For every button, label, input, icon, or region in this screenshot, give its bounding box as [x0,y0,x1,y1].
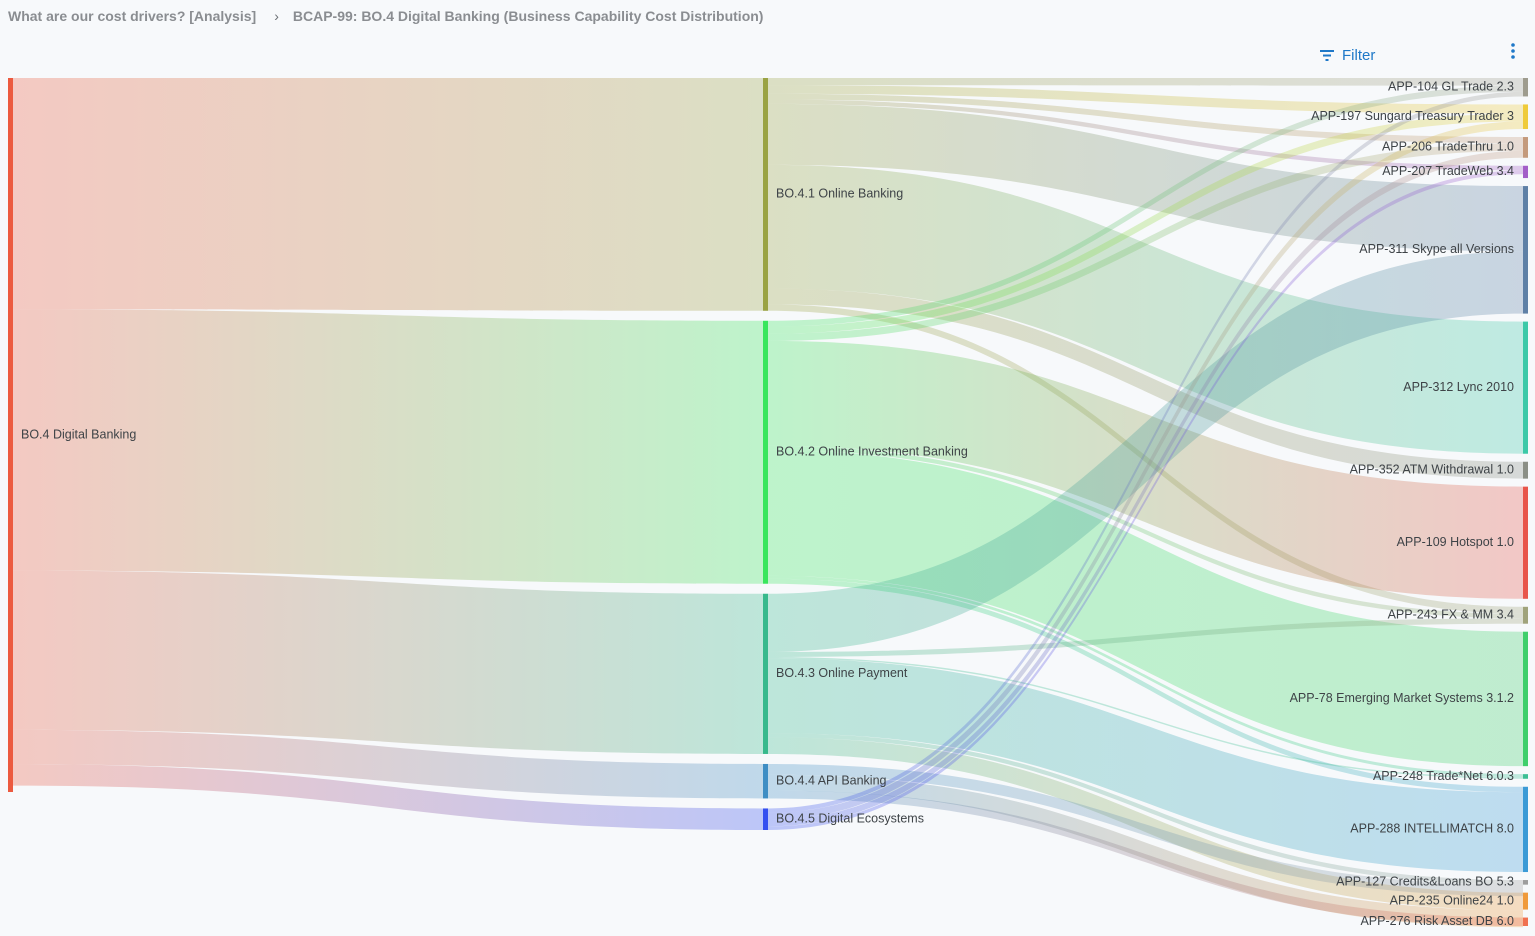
sankey-nodes [8,78,1528,926]
sankey-link-c5-a206[interactable] [768,150,1523,827]
sankey-node-label-c4: BO.4.4 API Banking [776,773,887,787]
sankey-link-c2-a104[interactable] [768,85,1523,327]
filter-lines-icon [1320,50,1334,61]
sankey-link-c1-a206[interactable] [768,93,1523,144]
sankey-node-label-c3: BO.4.3 Online Payment [776,666,908,680]
sankey-labels: BO.4 Digital Banking BO.4.1 Online Bankin… [21,80,1514,929]
sankey-link-root-c3[interactable] [13,570,763,754]
sankey-node-label-c2: BO.4.2 Online Investment Banking [776,445,968,459]
sankey-node-label-a352: APP-352 ATM Withdrawal 1.0 [1350,462,1514,476]
sankey-link-root-c2[interactable] [13,309,763,584]
sankey-node-c4[interactable] [763,763,768,799]
breadcrumb-separator: › [274,8,279,24]
sankey-node-label-a206: APP-206 TradeThru 1.0 [1382,140,1514,154]
sankey-link-c3-a288[interactable] [768,658,1523,873]
sankey-link-c2-a206[interactable] [768,143,1523,341]
sankey-link-c4-a127[interactable] [768,763,1523,897]
sankey-node-label-a235: APP-235 Online24 1.0 [1390,893,1514,907]
sankey-link-c1-a197[interactable] [768,85,1523,114]
sankey-link-c1-a352[interactable] [768,288,1523,479]
sankey-node-a127[interactable] [1523,880,1528,885]
sankey-node-a312[interactable] [1523,321,1528,454]
sankey-node-label-a312: APP-312 Lync 2010 [1403,380,1514,394]
sankey-node-label-a248: APP-248 Trade*Net 6.0.3 [1373,769,1514,783]
sankey-node-c1[interactable] [763,78,768,311]
sankey-node-a104[interactable] [1523,78,1528,97]
sankey-node-a288[interactable] [1523,786,1528,873]
sankey-node-label-a243: APP-243 FX & MM 3.4 [1388,608,1514,622]
sankey-node-label-c1: BO.4.1 Online Banking [776,187,903,201]
sankey-link-c2-a197[interactable] [768,113,1523,334]
sankey-link-c1-a104[interactable] [768,78,1523,86]
sankey-link-c2-a243[interactable] [768,445,1523,619]
sankey-node-a311[interactable] [1523,186,1528,314]
sankey-node-label-a127: APP-127 Credits&Loans BO 5.3 [1336,875,1514,889]
sankey-link-c2-a78[interactable] [768,450,1523,767]
sankey-link-c3-a248[interactable] [768,656,1523,779]
sankey-link-c5-a207[interactable] [768,170,1523,830]
filter-label: Filter [1342,46,1376,64]
sankey-node-a352[interactable] [1523,461,1528,479]
sankey-node-label-a197: APP-197 Sungard Treasury Trader 3 [1311,109,1514,123]
sankey-node-a248[interactable] [1523,774,1528,779]
sankey-link-c3-a127[interactable] [768,733,1523,885]
sankey-node-a206[interactable] [1523,137,1528,158]
vertical-ellipsis-icon [1511,43,1515,59]
sankey-node-label-a109: APP-109 Hotspot 1.0 [1397,535,1514,549]
sankey-node-root[interactable] [8,78,13,792]
sankey-node-label-root: BO.4 Digital Banking [21,427,136,441]
sankey-node-c5[interactable] [763,808,768,830]
sankey-node-a197[interactable] [1523,104,1528,130]
breadcrumb-item-analysis[interactable]: What are our cost drivers? [Analysis] [8,8,257,24]
sankey-node-c2[interactable] [763,320,768,584]
sankey-link-c2-a248[interactable] [768,575,1523,778]
sankey-node-label-a104: APP-104 GL Trade 2.3 [1388,80,1514,94]
sankey-node-label-a276: APP-276 Risk Asset DB 6.0 [1360,914,1514,928]
sankey-node-label-a78: APP-78 Emerging Market Systems 3.1.2 [1290,691,1514,705]
sankey-link-c4-a235[interactable] [768,774,1523,928]
sankey-link-c1-a312[interactable] [768,164,1523,454]
sankey-node-a235[interactable] [1523,892,1528,910]
sankey-link-c5-a104[interactable] [768,91,1523,813]
sankey-link-root-c1[interactable] [13,78,763,311]
sankey-link-c2-a288[interactable] [768,578,1523,793]
sankey-node-label-a311: APP-311 Skype all Versions [1359,242,1514,256]
sankey-node-a207[interactable] [1523,165,1528,179]
sankey-link-c3-a235[interactable] [768,737,1523,911]
sankey-node-a243[interactable] [1523,606,1528,624]
sankey-link-c5-a197[interactable] [768,121,1523,820]
sankey-node-a78[interactable] [1523,631,1528,767]
breadcrumb-item-current[interactable]: BCAP-99: BO.4 Digital Banking (Business … [292,8,764,24]
sankey-link-root-c4[interactable] [13,729,763,799]
sankey-node-a276[interactable] [1523,917,1528,926]
sankey-node-label-a207: APP-207 TradeWeb 3.4 [1382,164,1514,178]
sankey-link-c1-a311[interactable] [768,103,1523,252]
sankey-node-label-c5: BO.4.5 Digital Ecosystems [776,812,924,826]
sankey-link-c3-a243[interactable] [768,618,1523,657]
filter-button[interactable]: Filter [1318,44,1375,66]
sankey-links [13,78,1523,928]
breadcrumb: What are our cost drivers? [Analysis] › … [8,6,763,26]
sankey-link-c4-a276[interactable] [768,790,1523,926]
sankey-link-root-c5[interactable] [13,764,763,830]
sankey-node-label-a288: APP-288 INTELLIMATCH 8.0 [1350,822,1514,836]
sankey-node-a109[interactable] [1523,486,1528,599]
sankey-node-c3[interactable] [763,593,768,754]
sankey-link-c1-a207[interactable] [768,99,1523,171]
more-options-button[interactable] [1505,42,1521,66]
